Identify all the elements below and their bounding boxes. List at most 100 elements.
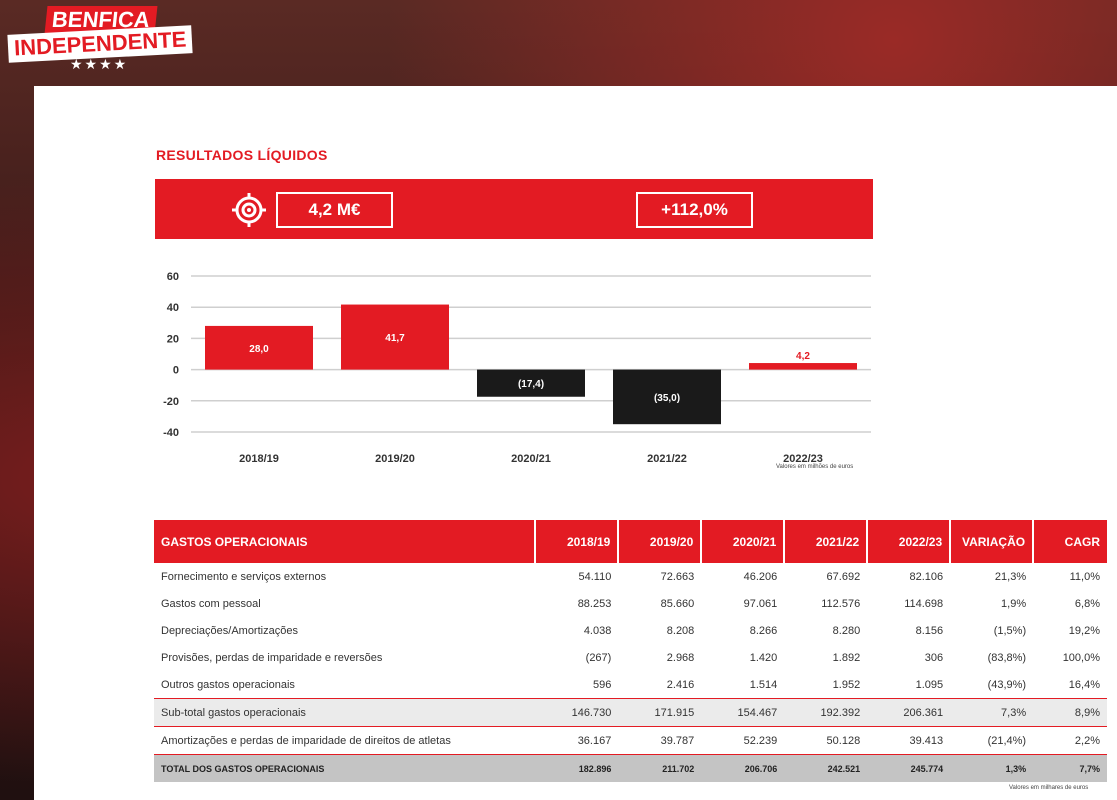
table-cell: 1.095 [915, 678, 944, 691]
table-cell: 52.239 [743, 734, 778, 747]
bar-2019-20 [341, 304, 449, 370]
table-row: Gastos com pessoal 88.253 85.660 97.061 112.… [154, 590, 1107, 617]
kpi-net-result: 4,2 M€ [276, 192, 393, 228]
table-cell: 85.660 [660, 597, 695, 610]
table-cell: 1.420 [749, 651, 778, 664]
row-label: Provisões, perdas de imparidade e revers… [161, 651, 383, 664]
table-cell: 39.787 [660, 734, 695, 747]
table-cell: 1,9% [1001, 597, 1027, 610]
table-header-cagr: CAGR [1033, 520, 1107, 563]
table-cell: 72.663 [660, 570, 695, 583]
table-cell: (83,8%) [987, 651, 1027, 664]
net-results-bar-chart: 60 40 20 0 -20 -40 28,0 2018/19 41,7 2019/20 (17,4… [163, 271, 871, 465]
table-cell: 182.896 [535, 754, 619, 782]
y-tick-label: 60 [167, 271, 179, 283]
table-cell: 8.280 [832, 624, 861, 637]
table-row: Amortizações e perdas de imparidade de d… [154, 727, 1107, 755]
table-cell: 2.416 [666, 678, 695, 691]
table-cell: (43,9%) [987, 678, 1027, 691]
bar-data-label: (17,4) [518, 379, 544, 390]
chart-units-note: Valores em milhões de euros [776, 464, 854, 470]
table-cell: 19,2% [1068, 624, 1100, 637]
table-row: TOTAL DOS GASTOS OPERACIONAIS 182.896 211.… [154, 754, 1107, 782]
bar-2018-19 [205, 325, 313, 370]
y-tick-label: 20 [167, 333, 179, 345]
table-cell: 1,3% [950, 754, 1034, 782]
table-cell: 206.361 [867, 698, 951, 727]
table-cell: 8.156 [915, 624, 944, 637]
table-cell: 16,4% [1068, 678, 1100, 691]
y-tick-label: 40 [167, 302, 179, 314]
table-cell: (1,5%) [993, 624, 1027, 637]
table-cell: 1.952 [832, 678, 861, 691]
bar-2020-21 [477, 369, 585, 397]
table-header-variacao: VARIAÇÃO [950, 520, 1035, 563]
row-label: Fornecimento e serviços externos [161, 570, 327, 583]
row-label: Depreciações/Amortizações [161, 624, 298, 637]
table-cell: 50.128 [826, 734, 861, 747]
table-cell: 245.774 [867, 754, 951, 782]
table-header-2021-22: 2021/22 [784, 520, 869, 563]
table-header-2022-23: 2022/23 [867, 520, 952, 563]
bar-data-label: (35,0) [654, 393, 680, 404]
table-cell: (267) [585, 651, 612, 664]
table-header-label: GASTOS OPERACIONAIS [154, 520, 537, 563]
table-row: Sub-total gastos operacionais 146.730 171.… [154, 698, 1107, 727]
section-title: RESULTADOS LÍQUIDOS [156, 147, 328, 163]
x-tick-label: 2021/22 [647, 453, 687, 465]
table-cell: 36.167 [577, 734, 612, 747]
table-row: Provisões, perdas de imparidade e revers… [154, 644, 1107, 671]
table-cell: 192.392 [784, 698, 868, 727]
table-cell: 4.038 [583, 624, 612, 637]
bar-2021-22 [613, 369, 721, 425]
target-icon [231, 192, 267, 228]
table-cell: 7,7% [1033, 754, 1107, 782]
table-row: Outros gastos operacionais 596 2.416 1.514 1… [154, 671, 1107, 699]
row-label: Amortizações e perdas de imparidade de d… [161, 734, 451, 747]
table-units-note: Valores em milhares de euros [1009, 785, 1089, 791]
row-label: Sub-total gastos operacionais [154, 698, 536, 727]
table-cell: 154.467 [701, 698, 785, 727]
logo-stars: ★★★★ [70, 56, 129, 72]
table-cell: 306 [924, 651, 944, 664]
table-cell: 242.521 [784, 754, 868, 782]
x-tick-label: 2022/23 [783, 453, 823, 465]
operating-costs-table: GASTOS OPERACIONAIS 2018/19 2019/20 2020… [154, 520, 1107, 782]
y-tick-label: -20 [163, 396, 179, 408]
y-tick-label: 0 [173, 365, 179, 377]
table-cell: 114.698 [904, 597, 944, 610]
table-row: Fornecimento e serviços externos 54.110 72… [154, 563, 1107, 590]
bar-data-label: 28,0 [249, 344, 269, 355]
x-tick-label: 2020/21 [511, 453, 551, 465]
table-cell: 6,8% [1074, 597, 1100, 610]
table-cell: 100,0% [1062, 651, 1100, 664]
document-page: RESULTADOS LÍQUIDOS 4,2 M€ +112,0% 60 40 2… [34, 86, 1117, 800]
table-cell: 2,2% [1074, 734, 1100, 747]
table-cell: 82.106 [909, 570, 944, 583]
row-label: Gastos com pessoal [161, 597, 261, 610]
table-row: Depreciações/Amortizações 4.038 8.208 8.266… [154, 617, 1107, 644]
table-cell: 67.692 [826, 570, 861, 583]
brand-logo: BENFICA INDEPENDENTE ★★★★ [7, 6, 198, 76]
table-header-2020-21: 2020/21 [701, 520, 786, 563]
table-header-2018-19: 2018/19 [535, 520, 620, 563]
table-cell: 11,0% [1069, 570, 1100, 583]
table-cell: 88.253 [577, 597, 612, 610]
bar-2022-23 [749, 363, 857, 370]
table-cell: 2.968 [666, 651, 695, 664]
kpi-band: 4,2 M€ +112,0% [155, 179, 873, 239]
table-cell: 146.730 [535, 698, 619, 727]
y-tick-label: -40 [163, 427, 179, 439]
table-cell: 46.206 [743, 570, 778, 583]
table-cell: 54.110 [578, 570, 612, 583]
table-cell: 8.266 [749, 624, 778, 637]
table-header-2019-20: 2019/20 [618, 520, 703, 563]
table-cell: 112.576 [821, 597, 861, 610]
table-cell: 171.915 [618, 698, 702, 727]
bar-data-label: 41,7 [385, 333, 405, 344]
row-label: Outros gastos operacionais [161, 678, 295, 691]
row-label: TOTAL DOS GASTOS OPERACIONAIS [154, 754, 536, 782]
table-cell: (21,4%) [987, 734, 1027, 747]
bar-data-label: 4,2 [796, 351, 810, 362]
table-cell: 97.061 [743, 597, 778, 610]
